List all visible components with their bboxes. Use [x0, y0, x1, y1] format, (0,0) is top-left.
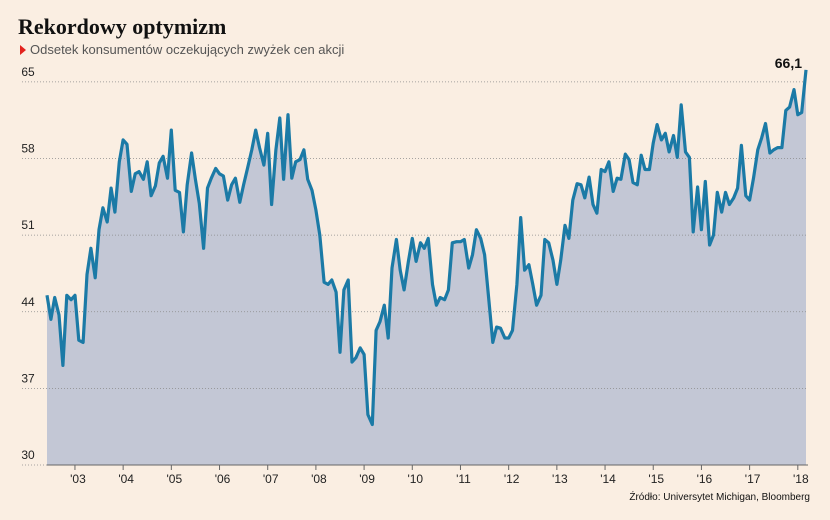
x-tick-label: '05 [167, 472, 183, 486]
x-tick-label: '04 [118, 472, 134, 486]
x-tick-label: '06 [215, 472, 231, 486]
x-tick-label: '08 [311, 472, 327, 486]
chart-title: Rekordowy optymizm [18, 14, 226, 39]
x-tick-label: '15 [648, 472, 664, 486]
x-tick-label: '17 [745, 472, 761, 486]
chart-subtitle: Odsetek konsumentów oczekujących zwyżek … [30, 42, 344, 57]
x-tick-label: '11 [456, 472, 471, 486]
x-tick-label: '03 [70, 472, 86, 486]
x-tick-label: '13 [552, 472, 568, 486]
x-tick-label: '12 [504, 472, 520, 486]
line [45, 69, 808, 427]
y-tick-label: 51 [21, 218, 35, 232]
x-tick-label: '10 [407, 472, 423, 486]
x-tick-label: '09 [359, 472, 375, 486]
x-tick-label: '14 [600, 472, 616, 486]
subtitle-marker [20, 45, 26, 55]
y-tick-label: 65 [21, 65, 35, 79]
x-tick-label: '18 [793, 472, 809, 486]
x-tick-label: '16 [697, 472, 713, 486]
x-tick-label: '07 [263, 472, 279, 486]
annotation: 66,1 [775, 55, 802, 71]
y-tick-label: 58 [21, 142, 35, 156]
area [47, 69, 806, 466]
y-tick-label: 44 [21, 295, 35, 309]
source: Źródło: Universytet Michigan, Bloomberg [629, 490, 810, 503]
y-tick-label: 37 [21, 371, 35, 385]
y-tick-label: 30 [21, 448, 35, 462]
